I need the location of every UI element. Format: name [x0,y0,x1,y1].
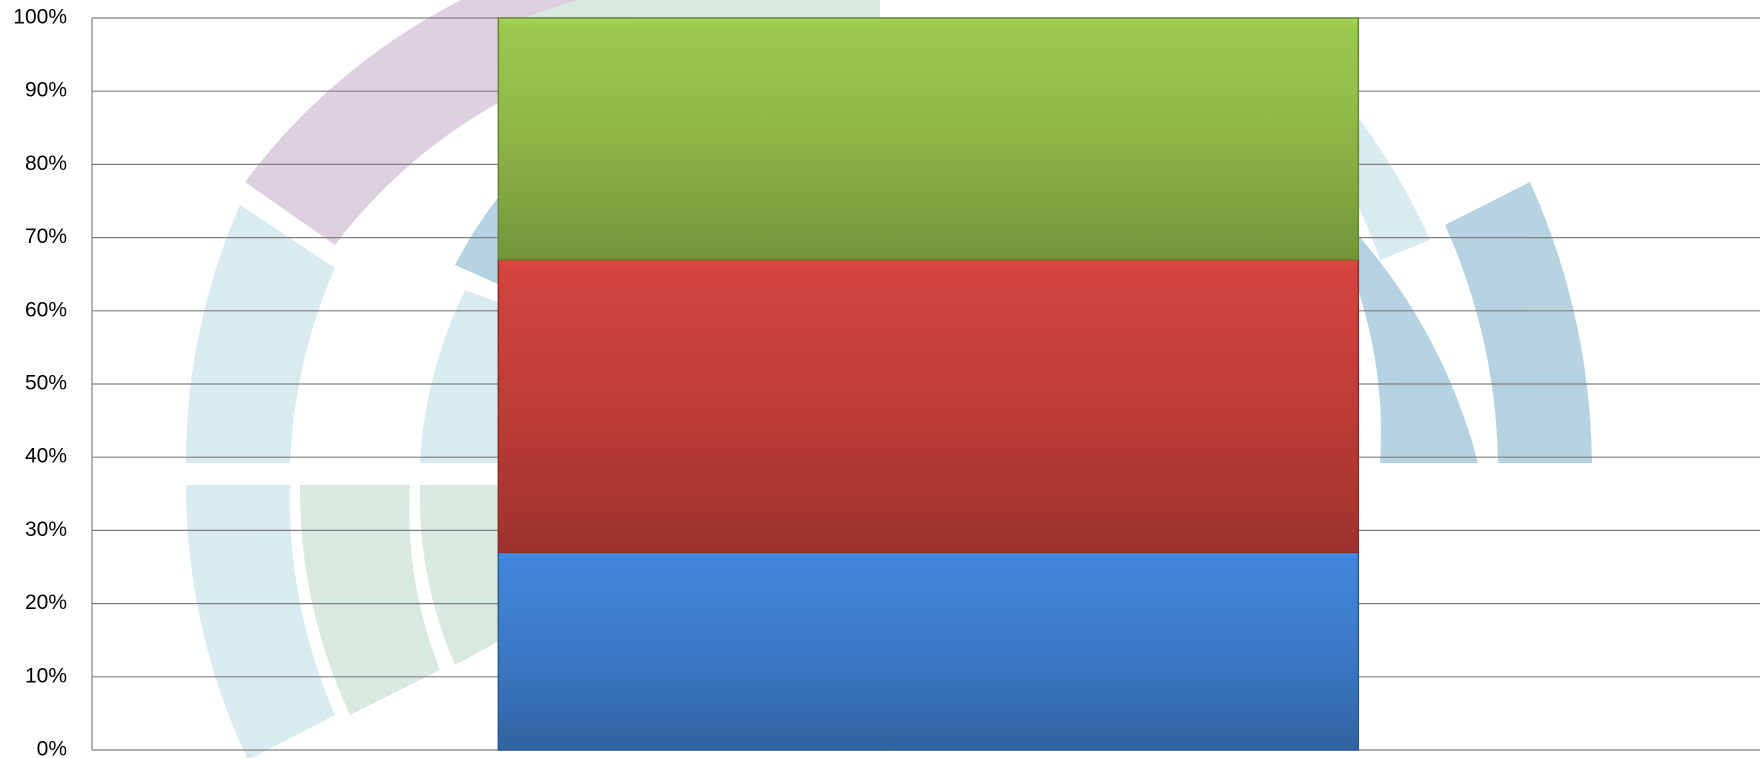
y-tick-label: 60% [25,298,67,321]
y-tick-label: 0% [37,738,67,758]
y-tick-label: 100% [13,6,67,29]
y-tick-label: 90% [25,79,67,102]
bar-segment [497,258,1360,554]
y-tick-label: 70% [25,225,67,248]
y-tick-label: 50% [25,372,67,395]
bar-segment [497,17,1360,261]
y-tick-label: 80% [25,152,67,175]
y-tick-label: 30% [25,518,67,541]
y-tick-label: 40% [25,445,67,468]
background-watermark [185,0,1592,758]
bar-segment [497,551,1360,751]
y-tick-label: 10% [25,664,67,687]
y-tick-label: 20% [25,591,67,614]
